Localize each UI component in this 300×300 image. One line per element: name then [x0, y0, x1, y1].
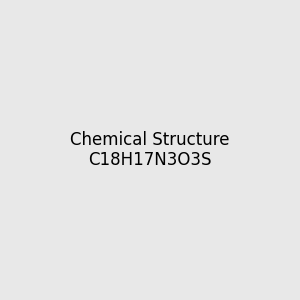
Text: Chemical Structure
C18H17N3O3S: Chemical Structure C18H17N3O3S: [70, 130, 230, 170]
